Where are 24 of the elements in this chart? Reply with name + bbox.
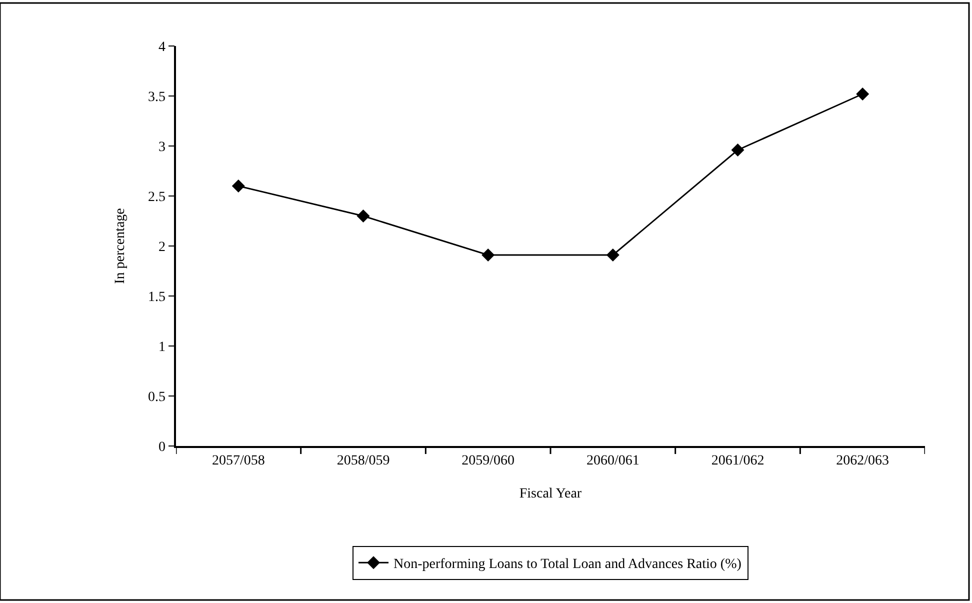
y-tick-label: 0 — [158, 440, 166, 455]
point — [856, 88, 870, 100]
y-tick-label: 1.5 — [148, 290, 166, 305]
y-tick-label: 2 — [158, 240, 166, 255]
y-tick-label: 3.5 — [148, 90, 166, 105]
x-axis-title: Fiscal Year — [519, 486, 582, 502]
y-tick-label: 0.5 — [148, 390, 166, 405]
y-tick-label: 4 — [158, 40, 166, 55]
point — [606, 248, 620, 262]
x-tick-label: 2059/060 — [462, 454, 515, 469]
y-tick-label: 3 — [158, 140, 166, 155]
x-tick-label: 2061/062 — [711, 454, 764, 469]
x-tick-label: 2062/063 — [836, 454, 890, 469]
point — [356, 210, 370, 222]
legend-label: Non-performing Loans to Total Loan and Advances Ratio (%) — [394, 557, 742, 572]
point — [232, 180, 245, 192]
x-tick-label: 2057/058 — [212, 454, 265, 469]
y-tick-label: 2.5 — [148, 190, 166, 205]
y-tick-label: 1 — [158, 340, 166, 355]
point — [482, 248, 495, 262]
y-axis-title: In percentage — [113, 208, 128, 284]
point — [731, 144, 744, 156]
x-tick-label: 2058/059 — [336, 454, 390, 469]
x-tick-label: 2060/061 — [586, 454, 640, 469]
